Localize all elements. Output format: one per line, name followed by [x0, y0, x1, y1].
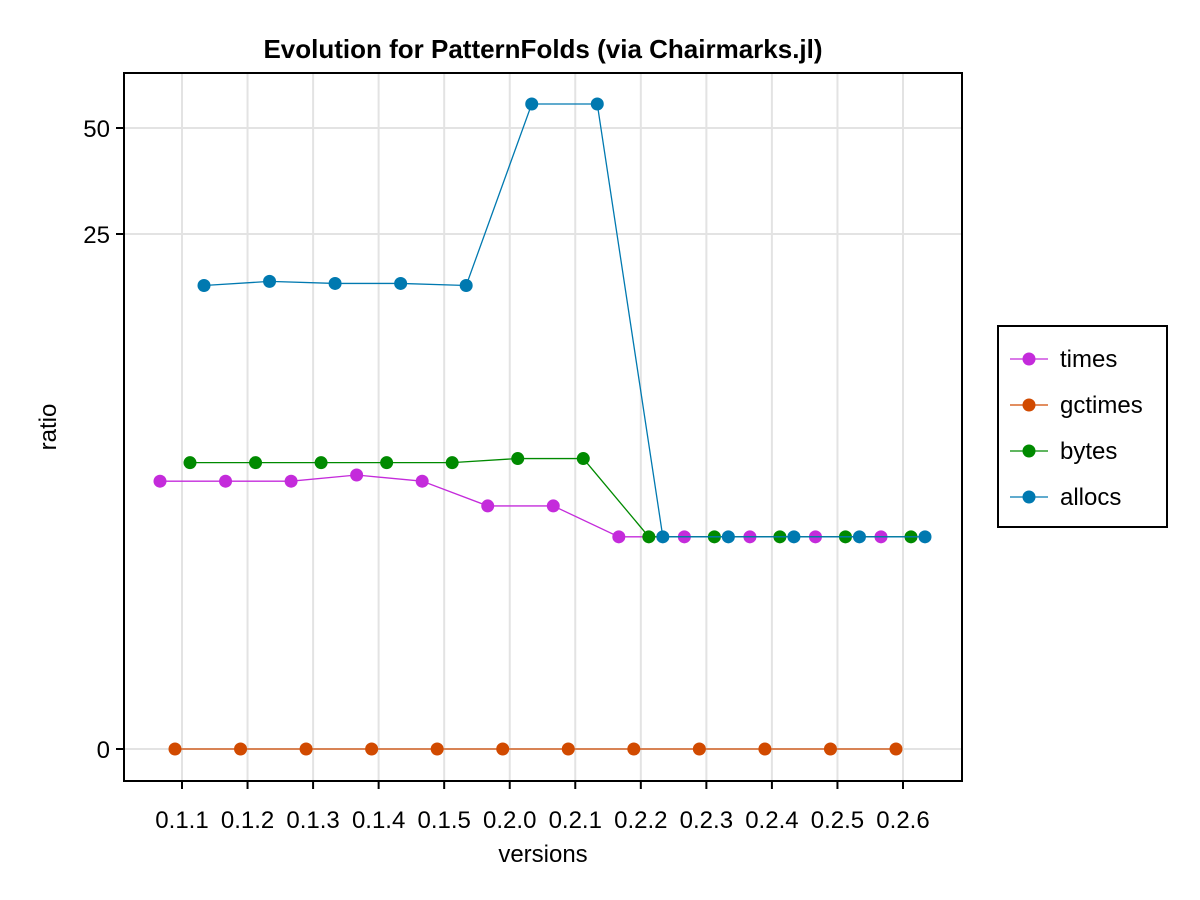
data-point-times — [481, 499, 495, 513]
legend-item-bytes: bytes — [1010, 438, 1117, 465]
data-point-gctimes — [561, 742, 575, 756]
x-tick-label: 0.2.4 — [745, 807, 798, 834]
legend-item-gctimes: gctimes — [1010, 392, 1143, 419]
legend-swatch-marker — [1022, 490, 1036, 504]
data-point-times — [612, 530, 626, 544]
data-point-allocs — [197, 279, 211, 292]
legend-swatch-marker — [1022, 398, 1036, 412]
series-line-bytes — [190, 457, 911, 538]
data-point-bytes — [511, 452, 525, 466]
data-point-allocs — [590, 97, 604, 111]
data-point-gctimes — [430, 742, 444, 756]
data-point-allocs — [787, 530, 801, 544]
y-tick-label: 25 — [83, 222, 110, 249]
data-point-allocs — [918, 530, 932, 544]
series-gctimes — [168, 742, 903, 756]
series-times — [153, 468, 888, 544]
data-point-gctimes — [627, 742, 641, 756]
x-tick-label: 0.1.4 — [352, 807, 405, 834]
x-axis: 0.1.1 0.1.2 0.1.3 0.1.4 0.1.5 0.2.0 0.2.1 0.2.2… — [155, 781, 930, 834]
data-point-bytes — [642, 530, 656, 544]
series-layer — [153, 97, 932, 756]
y-tick-label: 50 — [83, 116, 110, 143]
data-point-allocs — [263, 274, 277, 288]
data-point-bytes — [249, 456, 263, 470]
y-axis-label: ratio — [35, 404, 62, 451]
chart-title: Evolution for PatternFolds (via Chairmar… — [263, 34, 822, 64]
data-point-allocs — [525, 97, 539, 111]
data-point-gctimes — [889, 742, 903, 756]
data-point-gctimes — [496, 742, 510, 756]
x-tick-label: 0.2.2 — [614, 807, 667, 834]
data-point-allocs — [852, 530, 866, 544]
plot-frame — [123, 72, 963, 782]
data-point-bytes — [380, 456, 394, 470]
data-point-times — [546, 499, 560, 513]
legend-label: allocs — [1060, 484, 1121, 511]
legend-swatch-marker — [1022, 352, 1036, 366]
x-tick-label: 0.2.3 — [680, 807, 733, 834]
data-point-gctimes — [234, 742, 248, 756]
y-tick-label: 0 — [97, 737, 110, 764]
data-point-gctimes — [758, 742, 772, 756]
data-point-allocs — [721, 530, 735, 544]
data-point-allocs — [328, 276, 342, 290]
data-point-bytes — [445, 456, 459, 470]
legend: times gctimes bytes allocs — [997, 325, 1168, 528]
legend-label: bytes — [1060, 438, 1117, 465]
data-point-bytes — [183, 456, 197, 470]
y-axis: 0 25 50 — [83, 116, 124, 764]
legend-item-times: times — [1010, 346, 1117, 373]
x-axis-label: versions — [498, 841, 587, 868]
legend-label: times — [1060, 346, 1117, 373]
data-point-allocs — [459, 279, 473, 292]
x-tick-label: 0.1.1 — [155, 807, 208, 834]
data-point-gctimes — [692, 742, 706, 756]
grid — [124, 73, 962, 781]
data-point-allocs — [656, 530, 670, 544]
series-bytes — [183, 452, 918, 544]
data-point-gctimes — [365, 742, 379, 756]
data-point-times — [219, 474, 233, 488]
x-tick-label: 0.2.0 — [483, 807, 536, 834]
series-line-allocs — [203, 103, 925, 538]
data-point-times — [284, 474, 298, 488]
data-point-gctimes — [823, 742, 837, 756]
x-tick-label: 0.1.2 — [221, 807, 274, 834]
data-point-bytes — [314, 456, 328, 470]
data-point-allocs — [394, 276, 408, 290]
data-point-times — [153, 474, 167, 488]
x-tick-label: 0.2.6 — [876, 807, 929, 834]
data-point-gctimes — [168, 742, 182, 756]
series-allocs — [197, 97, 932, 544]
x-tick-label: 0.2.5 — [811, 807, 864, 834]
data-point-gctimes — [299, 742, 313, 756]
legend-label: gctimes — [1060, 392, 1143, 419]
x-tick-label: 0.2.1 — [549, 807, 602, 834]
x-tick-label: 0.1.3 — [286, 807, 339, 834]
data-point-times — [350, 468, 364, 482]
legend-item-allocs: allocs — [1010, 484, 1121, 511]
data-point-times — [415, 474, 429, 488]
x-tick-label: 0.1.5 — [417, 807, 470, 834]
data-point-bytes — [576, 452, 590, 466]
legend-swatch-marker — [1022, 444, 1036, 458]
